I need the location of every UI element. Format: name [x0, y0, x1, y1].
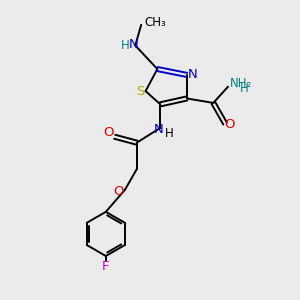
Text: O: O: [224, 118, 235, 131]
Text: H: H: [165, 127, 173, 140]
Text: H: H: [121, 39, 129, 52]
Text: CH₃: CH₃: [144, 16, 166, 29]
Text: NH₂: NH₂: [230, 77, 252, 90]
Text: N: N: [188, 68, 198, 81]
Text: S: S: [136, 85, 145, 98]
Text: N: N: [129, 38, 139, 51]
Text: O: O: [103, 126, 114, 139]
Text: H: H: [240, 82, 249, 95]
Text: F: F: [102, 260, 110, 273]
Text: N: N: [154, 123, 164, 136]
Text: O: O: [113, 185, 124, 198]
